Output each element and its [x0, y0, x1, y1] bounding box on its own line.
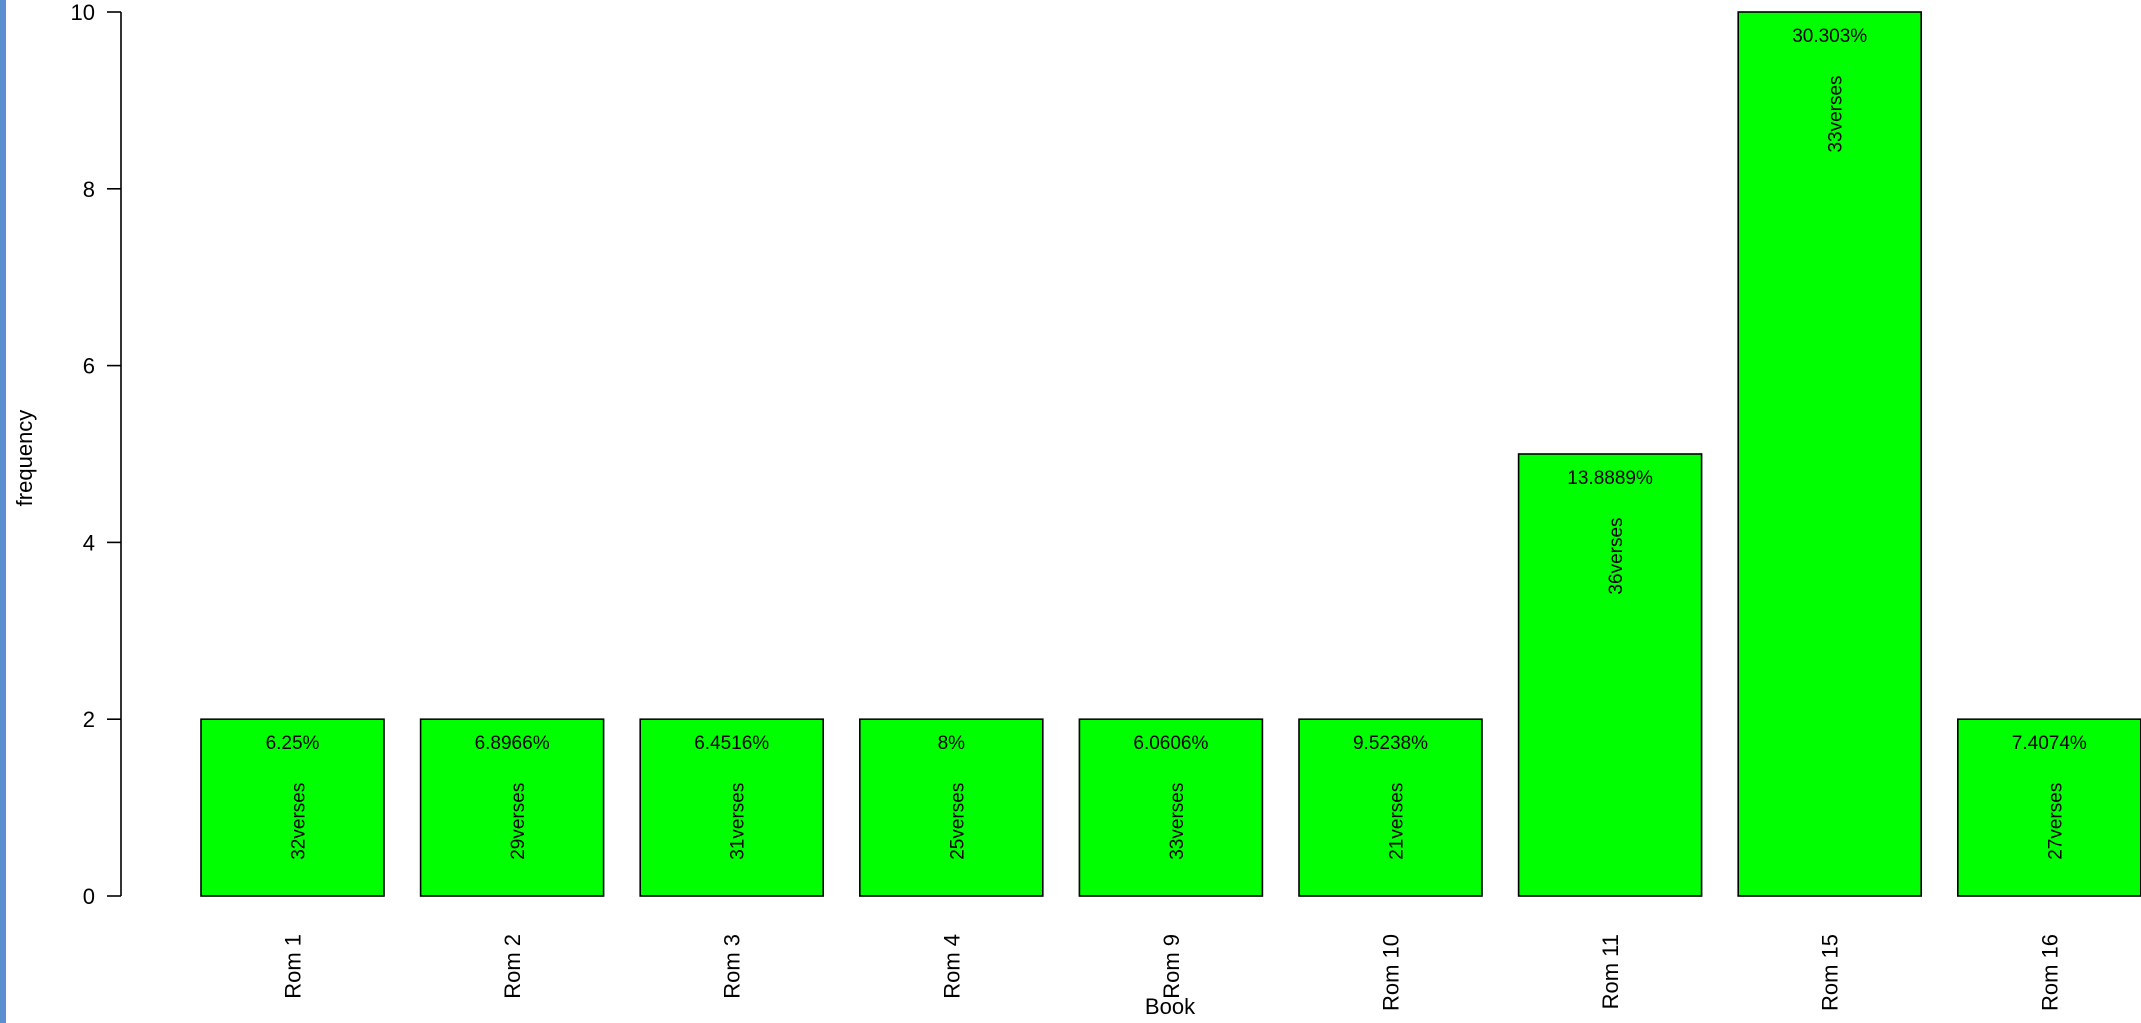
bar-verses-label: 33verses [1167, 783, 1188, 860]
bar-verses-label: 25verses [947, 783, 968, 860]
bar-percent-label: 8% [938, 733, 966, 754]
bar [1298, 718, 1483, 897]
bar [1078, 718, 1264, 897]
y-tick-label: 2 [83, 707, 95, 732]
bar-percent-label: 6.8966% [475, 733, 550, 754]
bar-verses-label: 33verses [1826, 75, 1847, 152]
x-tick-label: Rom 2 [500, 934, 525, 999]
bar-percent-label: 6.0606% [1133, 733, 1208, 754]
x-tick-label: Rom 10 [1379, 934, 1404, 1011]
bar [200, 718, 385, 897]
y-axis-title: frequency [12, 410, 37, 507]
bar-verses-label: 27verses [2045, 783, 2066, 860]
bar [419, 718, 605, 897]
y-tick-label: 8 [83, 177, 95, 202]
x-tick-label: Rom 1 [281, 934, 306, 999]
x-tick-label: Rom 4 [939, 934, 964, 999]
bar-verses-label: 21verses [1387, 783, 1408, 860]
x-axis-title: Book [1145, 994, 1196, 1019]
x-axis-labels: Rom 1 Rom 2 Rom 3 Rom 4 Rom 9 Rom 10 Rom 11 Rom… [281, 934, 2063, 1011]
bar [639, 718, 825, 897]
window-edge [0, 0, 6, 1023]
x-tick-label: Rom 3 [720, 934, 745, 999]
bar-percent-label: 30.303% [1792, 26, 1867, 47]
y-tick-label: 10 [71, 0, 95, 25]
x-tick-label: Rom 16 [2037, 934, 2062, 1011]
bar [1957, 718, 2141, 897]
bar [1517, 453, 1703, 897]
y-tick-label: 0 [83, 884, 95, 909]
y-axis: 0 2 4 6 8 10 [71, 0, 122, 909]
x-tick-label: Rom 11 [1598, 934, 1623, 1009]
x-tick-label: Rom 9 [1159, 934, 1184, 999]
y-tick-label: 4 [83, 530, 95, 555]
bar-verses-label: 36verses [1606, 517, 1627, 594]
x-tick-label: Rom 15 [1818, 934, 1843, 1011]
bar-verses-label: 31verses [728, 783, 749, 860]
bar-percent-label: 6.25% [266, 733, 320, 754]
bar [858, 718, 1044, 897]
bar-percent-label: 9.5238% [1353, 733, 1428, 754]
bar-verses-label: 32verses [289, 783, 310, 860]
bar-percent-label: 6.4516% [694, 733, 769, 754]
bar-percent-label: 7.4074% [2012, 733, 2087, 754]
bar [1737, 11, 1922, 897]
bar-verses-label: 29verses [508, 783, 529, 860]
bar-percent-label: 13.8889% [1567, 468, 1653, 489]
y-tick-label: 6 [83, 354, 95, 379]
bars-group: 6.25% 32verses 6.8966% 29verses 6.4516% 31ver… [200, 11, 2141, 897]
